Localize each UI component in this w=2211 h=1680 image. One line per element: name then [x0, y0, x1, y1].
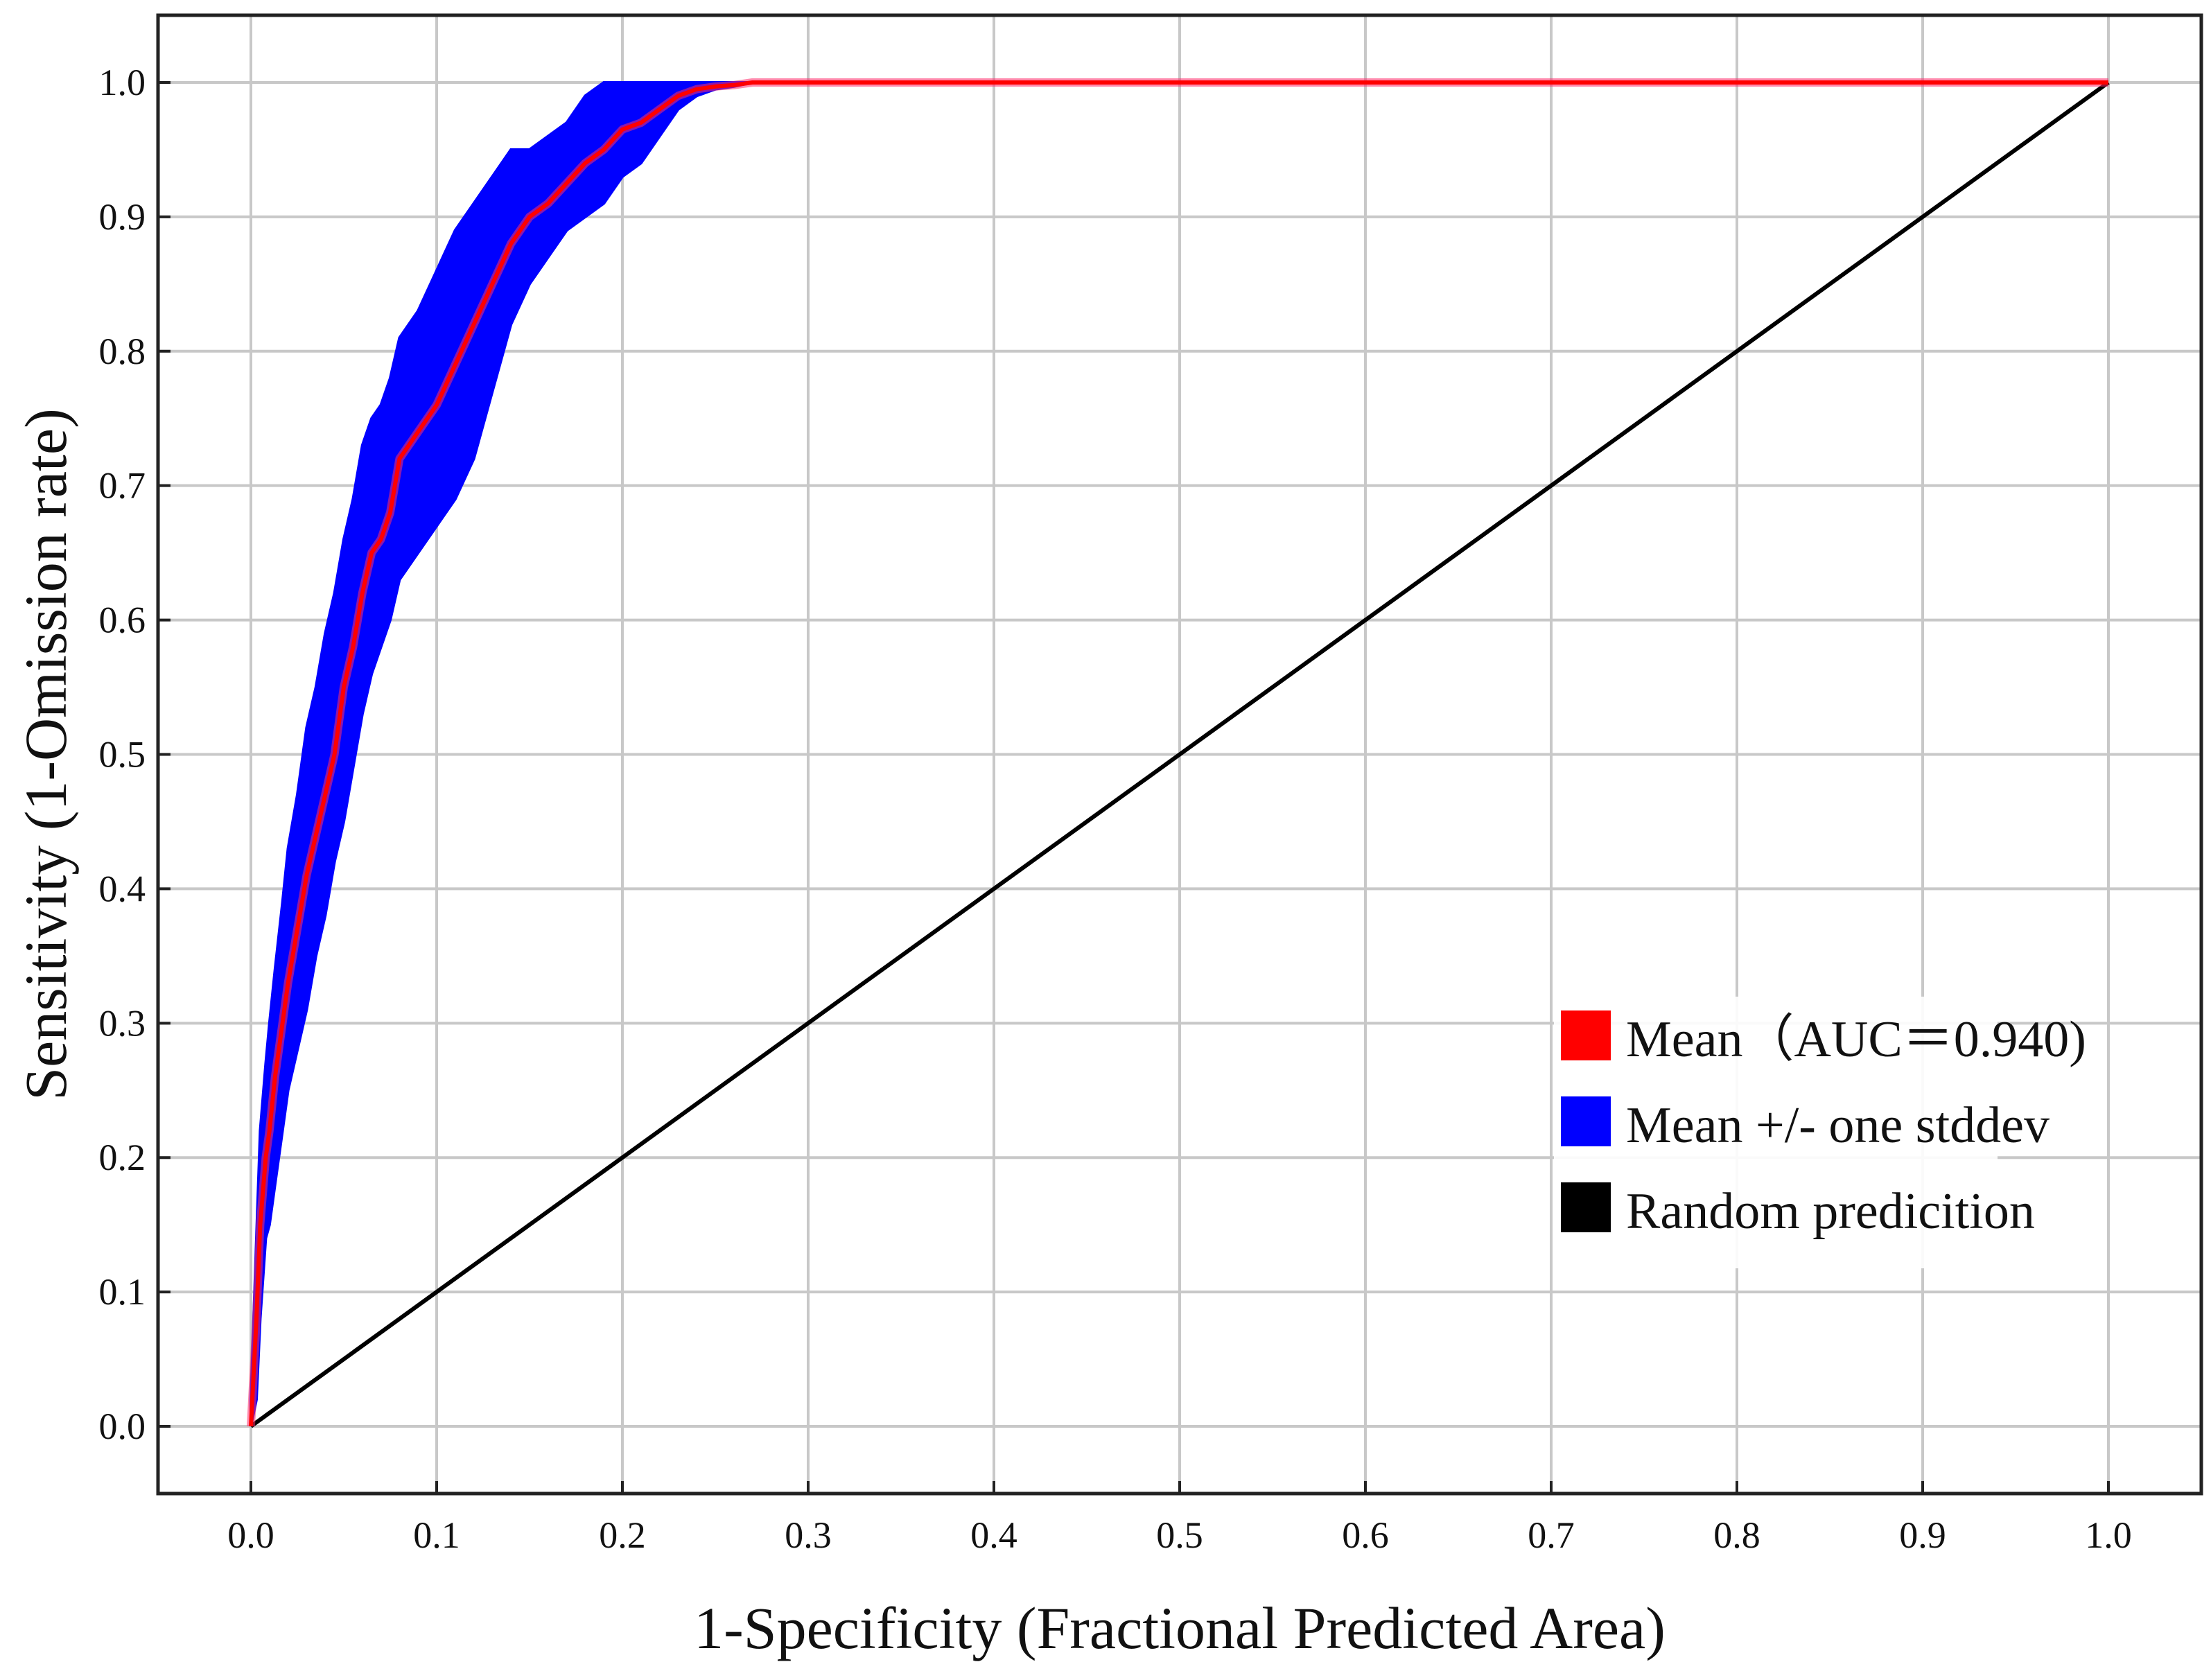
y-tick-label: 0.2 — [99, 1137, 146, 1178]
x-tick-label: 0.1 — [413, 1514, 460, 1556]
x-tick-label: 0.4 — [970, 1514, 1017, 1556]
y-tick-label: 0.8 — [99, 331, 146, 372]
y-tick-label: 0.7 — [99, 465, 146, 507]
y-tick-label: 1.0 — [99, 62, 146, 103]
legend-background — [1554, 997, 1998, 1268]
plot-frame — [156, 13, 2203, 1496]
series-lines-layer — [247, 78, 2110, 1428]
x-tick-label: 0.8 — [1713, 1514, 1760, 1556]
x-tick-label: 0.9 — [1899, 1514, 1946, 1556]
legend-swatch-stddev — [1561, 1096, 1611, 1146]
y-tick-label: 0.9 — [99, 196, 146, 238]
x-tick-label: 0.5 — [1156, 1514, 1203, 1556]
x-tick-label: 0.2 — [599, 1514, 646, 1556]
x-tick-label: 0.3 — [785, 1514, 832, 1556]
legend-label-stddev: Mean +/- one stddev — [1626, 1097, 2050, 1154]
y-tick-label: 0.5 — [99, 734, 146, 776]
legend-label-mean: Mean（AUC＝0.940) — [1626, 1011, 2086, 1068]
x-tick-label: 1.0 — [2085, 1514, 2132, 1556]
legend-swatch-mean — [1561, 1010, 1611, 1060]
y-tick-label: 0.3 — [99, 1002, 146, 1044]
y-axis-label: Sensitivity (1-Omission rate) — [12, 408, 79, 1100]
mean-line — [249, 80, 2108, 1427]
tick-labels: 0.0 0.1 0.2 0.3 0.4 0.5 0.6 0.7 0.8 0.9 1.0 0.0 0.1 0… — [99, 62, 2132, 1556]
x-tick-label: 0.6 — [1342, 1514, 1389, 1556]
x-axis-label: 1-Specificity (Fractional Predicted Area… — [694, 1595, 1666, 1661]
y-tick-label: 0.6 — [99, 600, 146, 641]
random-prediction-line — [250, 80, 2110, 1428]
legend: Mean（AUC＝0.940) Mean +/- one stddev Random… — [1554, 997, 2086, 1268]
x-tick-label: 0.7 — [1528, 1514, 1575, 1556]
x-tick-label: 0.0 — [227, 1514, 274, 1556]
y-tick-label: 0.4 — [99, 868, 146, 909]
y-tick-label: 0.1 — [99, 1271, 146, 1313]
legend-label-random: Random predicition — [1626, 1183, 2035, 1240]
y-tick-label: 0.0 — [99, 1406, 146, 1447]
legend-swatch-random — [1561, 1182, 1611, 1232]
